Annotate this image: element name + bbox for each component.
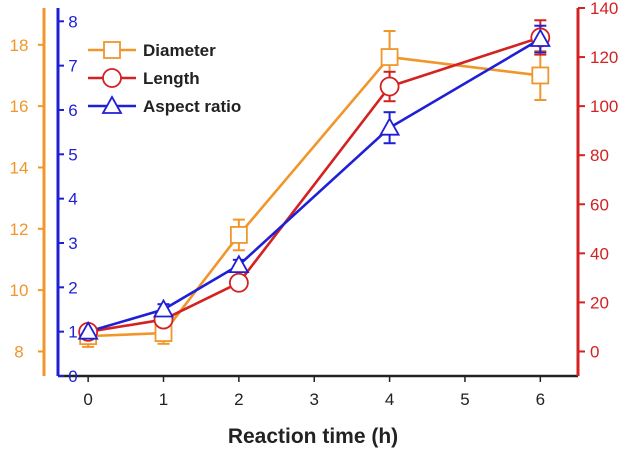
aspect-ratio-point (529, 28, 551, 47)
length-tick-label: 40 (590, 244, 609, 263)
length-point (379, 76, 400, 97)
legend: Diameter Length Aspect ratio (88, 41, 241, 116)
diameter-tick-label: 16 (10, 97, 29, 116)
x-tick-label: 6 (536, 390, 545, 409)
length-tick-label: 100 (590, 97, 618, 116)
legend-length-label: Length (143, 69, 200, 88)
x-tick-label: 2 (234, 390, 243, 409)
length-tick-label: 60 (590, 195, 609, 214)
aspect-tick-label: 8 (68, 12, 77, 31)
length-tick-label: 80 (590, 146, 609, 165)
length-tick-label: 0 (590, 342, 599, 361)
legend-aspect-ratio-label: Aspect ratio (143, 97, 241, 116)
aspect-tick-label: 5 (68, 145, 77, 164)
length-point (228, 272, 249, 293)
x-tick-label: 0 (83, 390, 92, 409)
legend-aspect-ratio-marker (101, 95, 123, 114)
aspect-tick-label: 1 (68, 323, 77, 342)
series-markers (77, 27, 551, 346)
x-tick-label: 1 (159, 390, 168, 409)
legend-diameter-label: Diameter (143, 41, 216, 60)
aspect-tick-label: 6 (68, 101, 77, 120)
axes: 0 1 2 3 4 5 6810121416180123456780204060801001… (10, 0, 619, 409)
x-axis-label: Reaction time (h) (228, 425, 398, 448)
diameter-point (229, 226, 248, 244)
aspect-ratio-point (152, 298, 175, 318)
diameter-point (531, 66, 550, 85)
diameter-tick-label: 10 (10, 281, 29, 300)
aspect-ratio-point (77, 320, 99, 340)
aspect-ratio-point (228, 254, 250, 274)
x-tick-label: 3 (309, 390, 318, 409)
diameter-tick-label: 18 (10, 36, 29, 55)
length-tick-label: 140 (590, 0, 618, 18)
legend-length-marker (102, 68, 122, 88)
aspect-tick-label: 3 (68, 234, 77, 253)
x-tick-label: 5 (460, 390, 469, 409)
aspect-tick-label: 7 (68, 57, 77, 76)
x-tick-label: 4 (385, 390, 394, 409)
length-tick-label: 20 (590, 293, 609, 312)
aspect-tick-label: 4 (68, 190, 77, 209)
length-tick-label: 120 (590, 48, 618, 67)
diameter-tick-label: 8 (14, 342, 23, 361)
aspect-ratio-point (379, 116, 401, 136)
aspect-tick-label: 0 (68, 367, 77, 386)
diameter-tick-label: 14 (10, 158, 29, 177)
diameter-tick-label: 12 (10, 220, 29, 239)
diameter-point (380, 48, 399, 66)
legend-diameter-marker (103, 41, 121, 59)
aspect-tick-label: 2 (68, 278, 77, 297)
